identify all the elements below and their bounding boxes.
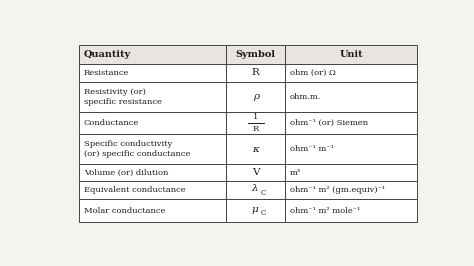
Bar xyxy=(80,64,227,82)
Text: R: R xyxy=(252,68,260,77)
Text: m³: m³ xyxy=(290,169,301,177)
Text: Specific conductivity
(or) specific conductance: Specific conductivity (or) specific cond… xyxy=(84,140,190,158)
Bar xyxy=(227,82,285,112)
Text: Resistivity (or)
specific resistance: Resistivity (or) specific resistance xyxy=(84,88,162,106)
Bar xyxy=(285,164,418,181)
Bar xyxy=(227,164,285,181)
Bar xyxy=(227,112,285,134)
Bar xyxy=(285,134,418,164)
Text: 1: 1 xyxy=(253,113,258,121)
Text: λ: λ xyxy=(251,184,258,193)
Text: C: C xyxy=(260,189,265,197)
Text: μ: μ xyxy=(251,205,258,214)
Bar xyxy=(80,82,227,112)
Bar xyxy=(285,82,418,112)
Text: Resistance: Resistance xyxy=(84,69,129,77)
Bar xyxy=(80,45,227,64)
Bar xyxy=(285,112,418,134)
Bar xyxy=(227,134,285,164)
Text: Molar conductance: Molar conductance xyxy=(84,207,165,215)
Text: Quantity: Quantity xyxy=(84,50,131,59)
Text: ohm⁻¹ m⁻¹: ohm⁻¹ m⁻¹ xyxy=(290,145,334,153)
Bar xyxy=(285,45,418,64)
Text: V: V xyxy=(252,168,260,177)
Bar xyxy=(80,134,227,164)
Bar xyxy=(285,181,418,199)
Text: ρ: ρ xyxy=(253,93,259,101)
Bar xyxy=(227,64,285,82)
Text: Volume (or) dilution: Volume (or) dilution xyxy=(84,169,168,177)
Text: C: C xyxy=(260,209,265,217)
Text: Unit: Unit xyxy=(339,50,363,59)
Bar xyxy=(80,181,227,199)
Text: R: R xyxy=(253,125,259,133)
Bar xyxy=(80,199,227,222)
Text: Symbol: Symbol xyxy=(236,50,276,59)
Bar xyxy=(80,164,227,181)
Bar xyxy=(227,181,285,199)
Text: ohm (or) Ω: ohm (or) Ω xyxy=(290,69,336,77)
Bar xyxy=(285,199,418,222)
Text: κ: κ xyxy=(253,145,259,154)
Text: ohm⁻¹ (or) Siemen: ohm⁻¹ (or) Siemen xyxy=(290,119,368,127)
Text: ohm.m.: ohm.m. xyxy=(290,93,321,101)
Text: ohm⁻¹ m² (gm.equiv)⁻¹: ohm⁻¹ m² (gm.equiv)⁻¹ xyxy=(290,186,385,194)
Text: Conductance: Conductance xyxy=(84,119,139,127)
Bar xyxy=(80,112,227,134)
Text: Equivalent conductance: Equivalent conductance xyxy=(84,186,185,194)
Bar xyxy=(227,199,285,222)
Text: ohm⁻¹ m² mole⁻¹: ohm⁻¹ m² mole⁻¹ xyxy=(290,207,360,215)
Bar xyxy=(285,64,418,82)
Bar xyxy=(227,45,285,64)
